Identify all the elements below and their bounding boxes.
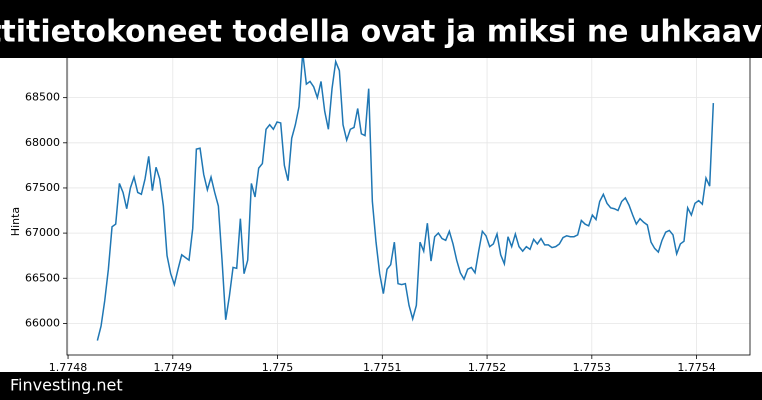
- x-tick-label: 1.7751: [363, 361, 402, 374]
- y-tick-label: 66000: [25, 316, 60, 329]
- x-tick-label: 1.7752: [468, 361, 507, 374]
- footer-bar: [0, 372, 762, 400]
- x-tick-label: 1.775: [262, 361, 294, 374]
- x-tick-label: 1.7749: [154, 361, 193, 374]
- y-tick-label: 67000: [25, 226, 60, 239]
- x-tick-label: 1.7748: [49, 361, 88, 374]
- price-line: [96, 52, 715, 341]
- axes-frame: [66, 47, 751, 356]
- y-tick-label: 67500: [25, 181, 60, 194]
- y-axis-label: Hinta: [9, 207, 22, 236]
- x-tick-label: 1.7753: [573, 361, 612, 374]
- x-tick-label: 1.7754: [677, 361, 716, 374]
- footer-text: Finvesting.net: [10, 376, 123, 395]
- title-banner: [0, 0, 762, 58]
- plot-area: 66000 66500 67000 67500 68000 68500 1.7748 1.77…: [9, 47, 751, 374]
- y-tick-label: 66500: [25, 271, 60, 284]
- y-tick-label: 68500: [25, 91, 60, 104]
- chart-title: nttitietokoneet todella ovat ja miksi ne…: [0, 15, 762, 50]
- y-tick-label: 68000: [25, 136, 60, 149]
